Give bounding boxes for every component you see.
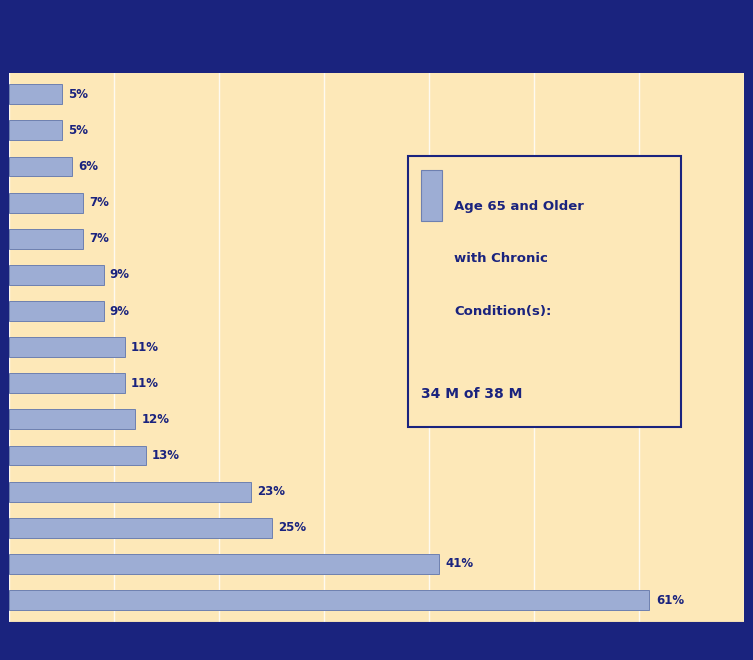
Text: 61%: 61%	[656, 593, 684, 607]
Text: with Chronic: with Chronic	[454, 252, 548, 265]
Bar	[9, 193, 83, 213]
Bar	[9, 156, 72, 176]
Text: 12%: 12%	[142, 413, 169, 426]
Text: 7%: 7%	[89, 232, 108, 246]
Text: 7%: 7%	[89, 196, 108, 209]
Bar	[9, 301, 103, 321]
Bar	[9, 84, 62, 104]
Bar	[9, 121, 62, 141]
Text: 5%: 5%	[68, 88, 88, 101]
Text: 11%: 11%	[131, 377, 159, 390]
Bar	[9, 409, 135, 430]
Text: 13%: 13%	[152, 449, 180, 462]
Text: 9%: 9%	[110, 304, 130, 317]
Text: 11%: 11%	[131, 341, 159, 354]
Text: 5%: 5%	[68, 124, 88, 137]
Text: 23%: 23%	[257, 485, 285, 498]
Bar	[9, 518, 272, 538]
Text: Source:   “LewinsGroup”  analysis of 2006 Medical Expenditures Panel Survey, 200: Source: “LewinsGroup” analysis of 2006 M…	[18, 633, 428, 644]
Text: 34 M of 38 M: 34 M of 38 M	[421, 387, 522, 401]
Bar	[9, 482, 251, 502]
Text: 9%: 9%	[110, 269, 130, 281]
Bar	[9, 229, 83, 249]
Text: Age 65 and Older: Age 65 and Older	[454, 200, 584, 213]
Text: 25%: 25%	[278, 521, 306, 535]
Bar	[9, 446, 145, 465]
Text: 41%: 41%	[446, 558, 474, 570]
Bar	[9, 590, 650, 610]
Text: Condition(s):: Condition(s):	[454, 304, 551, 317]
Bar	[9, 265, 103, 285]
Text: 2006: 2006	[356, 48, 397, 63]
Text: Exhibit 9: Most Common Conditions Among Community Residents Age 65 and Over,: Exhibit 9: Most Common Conditions Among …	[32, 19, 721, 34]
Text: 6%: 6%	[78, 160, 99, 173]
Bar	[9, 554, 440, 574]
Bar	[9, 337, 124, 357]
FancyBboxPatch shape	[421, 170, 441, 220]
FancyBboxPatch shape	[408, 156, 681, 426]
Bar	[9, 374, 124, 393]
